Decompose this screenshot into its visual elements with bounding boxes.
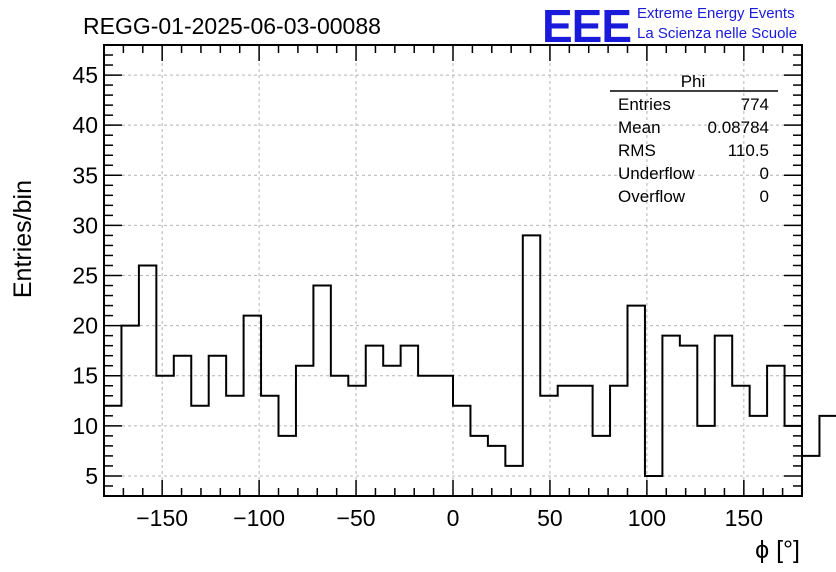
y-tick-label: 30 bbox=[72, 212, 98, 238]
stats-row-label: Entries bbox=[618, 95, 671, 114]
brand-line-2: La Scienza nelle Scuole bbox=[637, 25, 797, 42]
brand-line-1: Extreme Energy Events bbox=[637, 5, 795, 22]
y-tick-label: 40 bbox=[72, 112, 98, 138]
y-tick-label: 5 bbox=[85, 463, 98, 489]
eee-logo: EEE Extreme Energy Events La Scienza nel… bbox=[542, 0, 797, 52]
grid-lines bbox=[104, 45, 802, 496]
x-tick-label: −100 bbox=[233, 505, 285, 531]
y-tick-label: 20 bbox=[72, 313, 98, 339]
x-tick-label: 0 bbox=[447, 505, 460, 531]
stats-row-value: 110.5 bbox=[728, 141, 769, 160]
x-tick-label: 100 bbox=[628, 505, 666, 531]
stats-row-value: 774 bbox=[741, 95, 769, 114]
x-tick-label: −150 bbox=[136, 505, 188, 531]
stats-box: Phi Entries 774 Mean 0.08784 RMS 110.5 Underfl… bbox=[610, 72, 778, 206]
histogram-series bbox=[103, 234, 836, 496]
stats-title: Phi bbox=[681, 72, 706, 91]
axis-ticks bbox=[103, 45, 803, 496]
stats-row-label: Underflow bbox=[618, 164, 695, 183]
stats-row-label: Overflow bbox=[618, 187, 686, 206]
eee-logo-mark: EEE bbox=[542, 0, 631, 52]
stats-rows: Entries 774 Mean 0.08784 RMS 110.5 Underflow 0 O… bbox=[618, 95, 769, 206]
y-axis-title: Entries/bin bbox=[9, 180, 37, 298]
y-tick-label: 10 bbox=[72, 413, 98, 439]
y-tick-label: 35 bbox=[72, 162, 98, 188]
x-tick-label: 50 bbox=[537, 505, 563, 531]
x-axis-title: ϕ [°] bbox=[755, 536, 800, 564]
stats-row-label: RMS bbox=[618, 141, 656, 160]
y-tick-labels: 5 10 15 20 25 30 35 40 45 bbox=[72, 62, 98, 489]
stats-row-label: Mean bbox=[618, 118, 661, 137]
x-tick-labels: −150 −100 −50 0 50 100 150 bbox=[136, 505, 763, 531]
y-tick-label: 25 bbox=[72, 263, 98, 289]
stats-row-value: 0.08784 bbox=[708, 118, 769, 137]
chart-title: REGG-01-2025-06-03-00088 bbox=[83, 13, 381, 39]
stats-row-value: 0 bbox=[760, 187, 769, 206]
y-tick-label: 45 bbox=[72, 62, 98, 88]
x-tick-label: −50 bbox=[337, 505, 376, 531]
y-tick-label: 15 bbox=[72, 363, 98, 389]
x-tick-label: 150 bbox=[725, 505, 763, 531]
stats-row-value: 0 bbox=[760, 164, 769, 183]
